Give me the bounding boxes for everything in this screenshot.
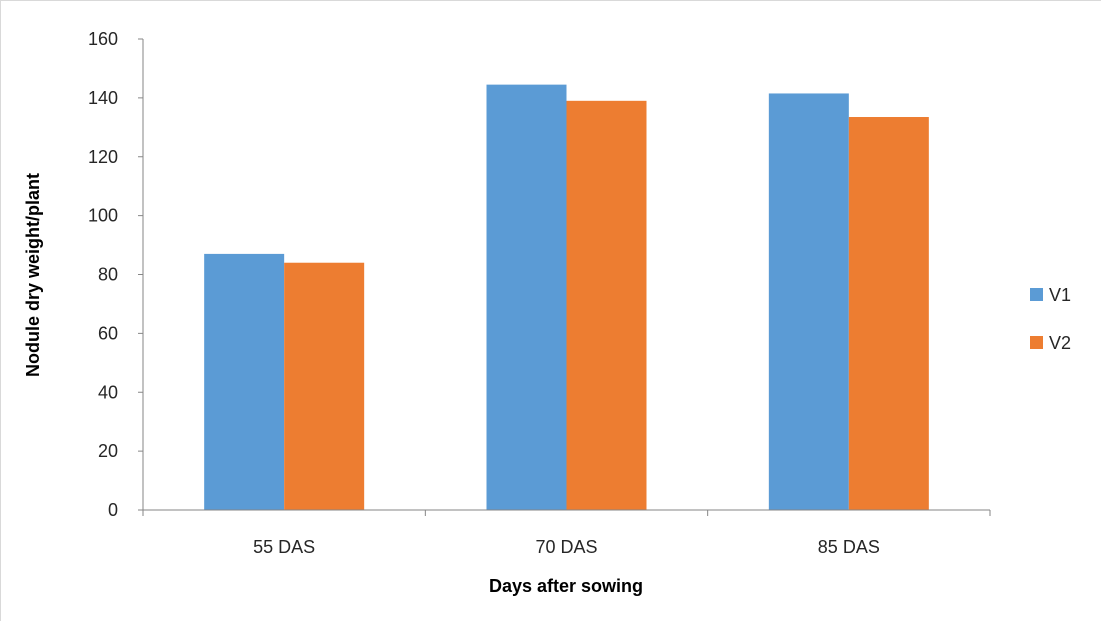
y-tick-label: 120	[88, 147, 118, 167]
legend-swatch-v2	[1030, 336, 1043, 349]
bar-v1-70-das	[486, 84, 567, 511]
y-tick-label: 160	[88, 29, 118, 49]
bar-v2-55-das	[284, 262, 365, 510]
y-axis-title: Nodule dry weight/plant	[23, 173, 43, 377]
legend-label-v1: V1	[1049, 285, 1071, 305]
x-tick-label: 85 DAS	[818, 537, 880, 557]
y-tick-label: 60	[98, 323, 118, 343]
bars	[204, 84, 929, 511]
y-tick-label: 80	[98, 265, 118, 285]
bar-v1-55-das	[204, 253, 285, 511]
legend-swatch-v1	[1030, 288, 1043, 301]
legend: V1 V2	[1030, 285, 1071, 353]
x-tick-label: 70 DAS	[535, 537, 597, 557]
legend-label-v2: V2	[1049, 333, 1071, 353]
y-tick-label: 140	[88, 88, 118, 108]
x-axis-ticks: 55 DAS 70 DAS 85 DAS	[142, 510, 991, 557]
y-tick-label: 40	[98, 382, 118, 402]
bar-v2-70-das	[566, 100, 647, 510]
x-tick-label: 55 DAS	[253, 537, 315, 557]
bar-v1-85-das	[768, 93, 849, 510]
y-axis-ticks: 0 20 40 60 80 100 120 140 160	[88, 29, 143, 520]
x-axis-title: Days after sowing	[489, 576, 643, 596]
bar-v2-85-das	[848, 117, 929, 511]
y-tick-label: 0	[108, 500, 118, 520]
y-tick-label: 100	[88, 206, 118, 226]
y-tick-label: 20	[98, 441, 118, 461]
